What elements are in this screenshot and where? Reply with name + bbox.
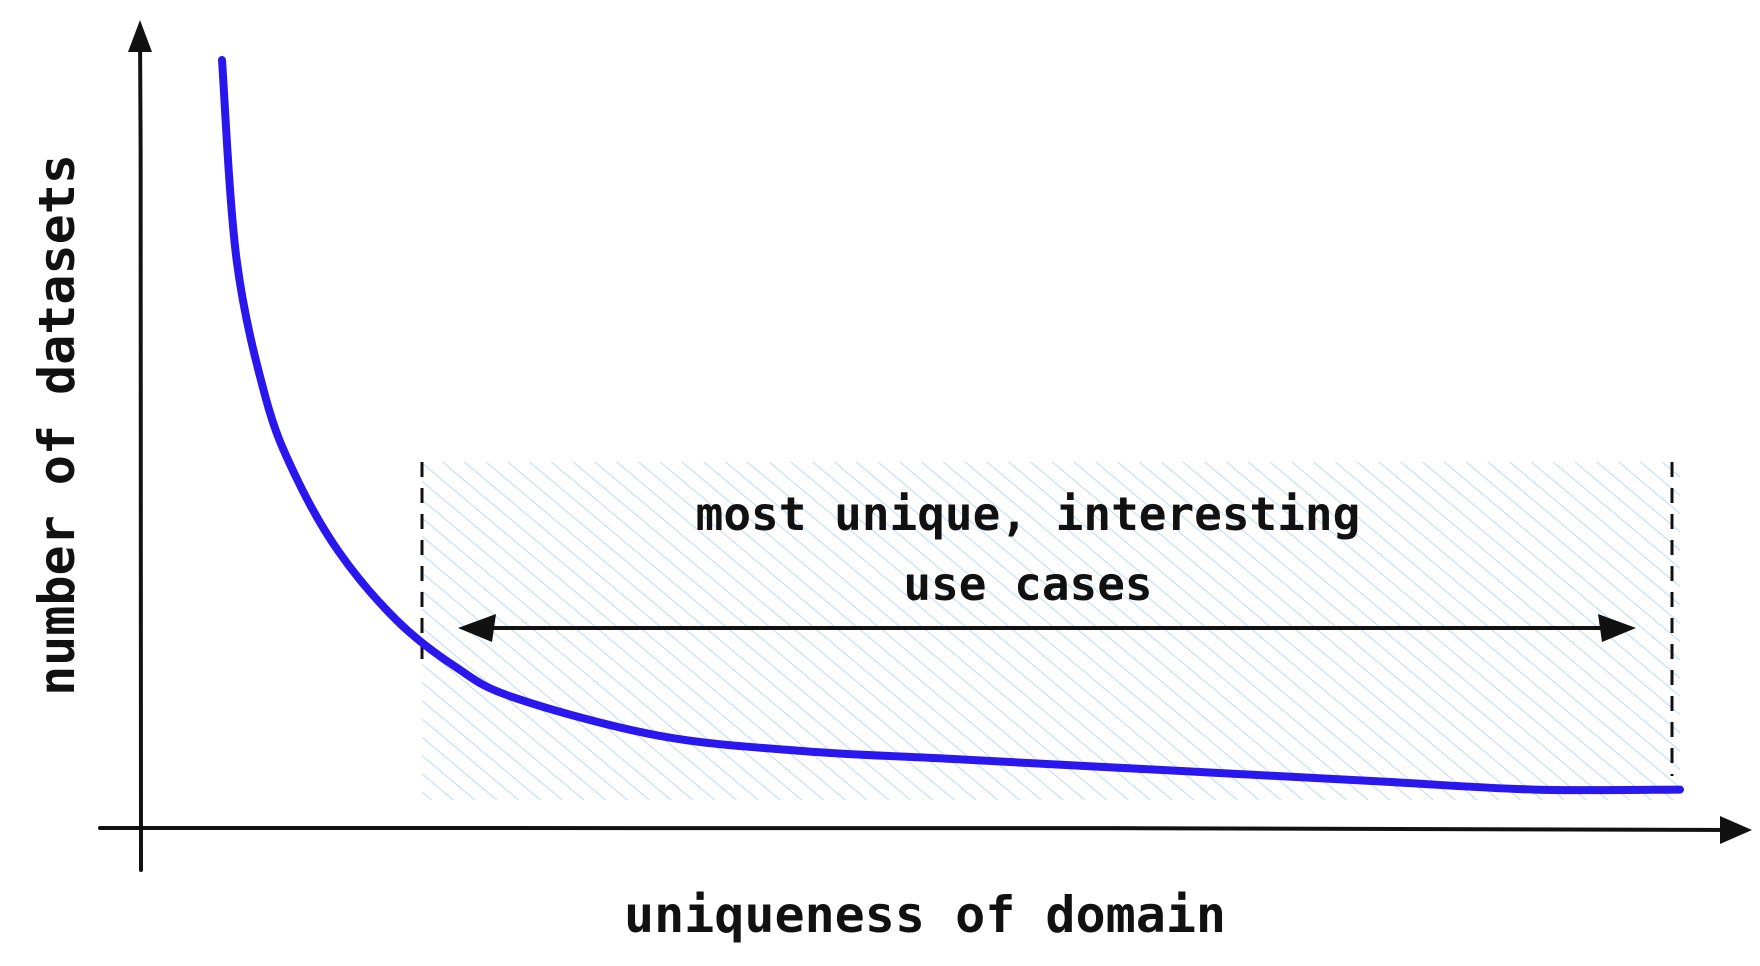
range-arrow-right-head <box>1598 614 1636 642</box>
range-arrow-left-head <box>458 614 496 642</box>
distribution-curve <box>218 56 1684 795</box>
annotation-line-2: use cases <box>903 557 1152 611</box>
y-axis-line <box>138 26 143 872</box>
hatched-region <box>422 462 1680 800</box>
annotation-line-1: most unique, interesting <box>696 487 1361 541</box>
y-axis-label: number of datasets <box>28 154 86 696</box>
x-axis-arrowhead <box>1720 816 1752 844</box>
y-axis-arrowhead <box>128 20 152 52</box>
x-axis-label: uniqueness of domain <box>624 886 1226 944</box>
x-axis-line <box>98 826 1742 832</box>
